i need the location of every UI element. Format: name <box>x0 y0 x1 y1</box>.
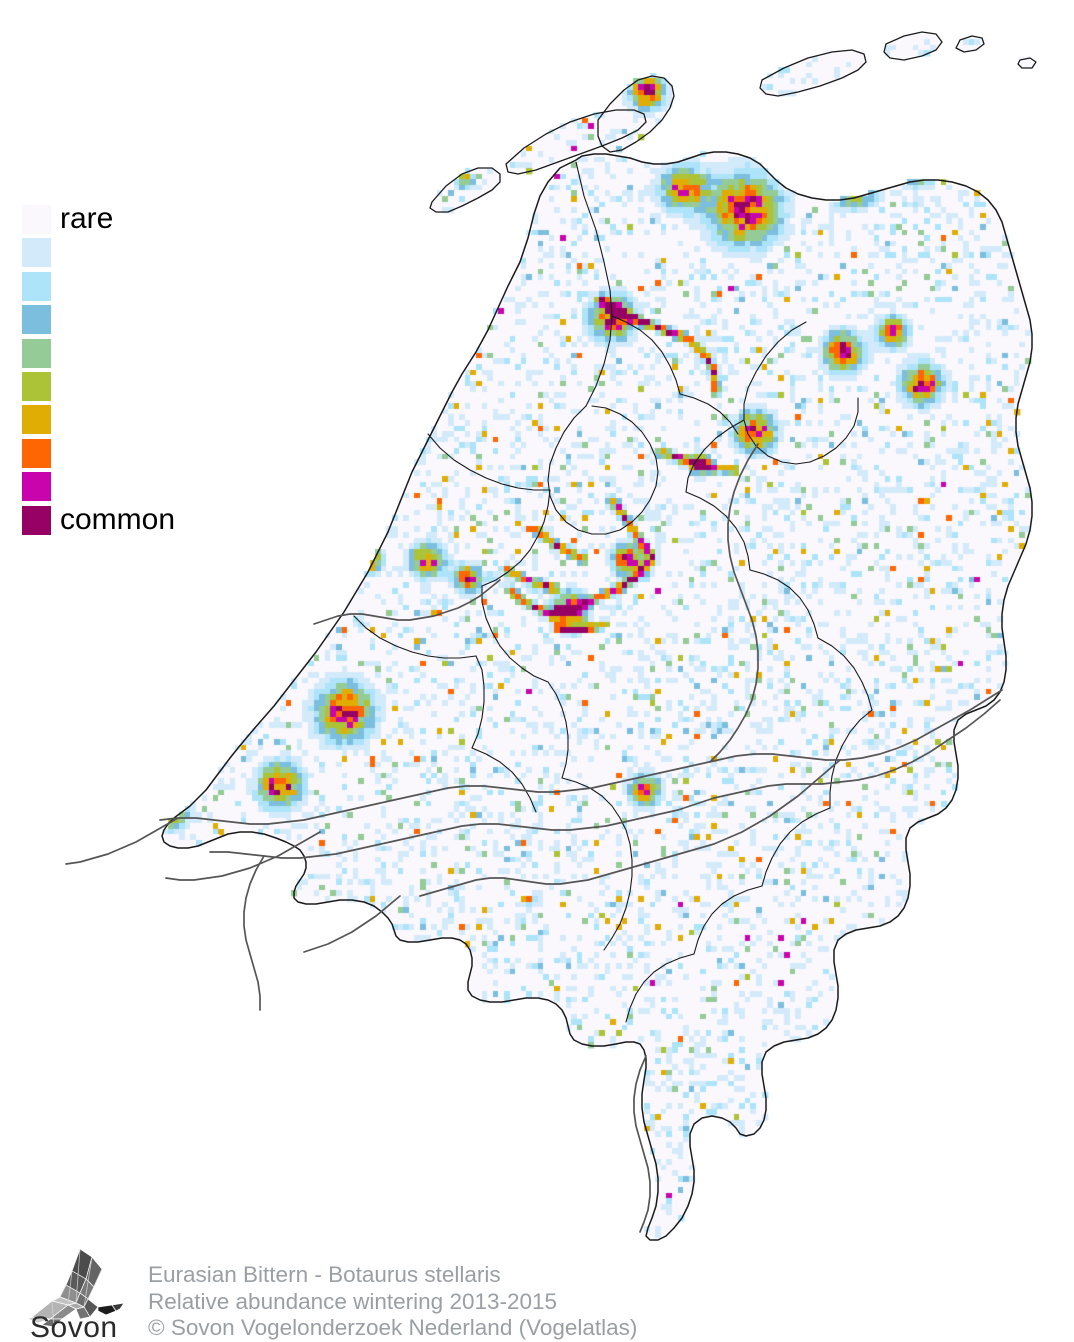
province-borders <box>353 161 873 1023</box>
legend-label-common: common <box>60 502 176 536</box>
legend-swatch-7 <box>22 438 51 468</box>
legend-swatch-3 <box>22 305 51 335</box>
abundance-grid-layer <box>0 0 1074 1245</box>
footer: Sovon Eurasian Bittern - Botaurus stella… <box>22 1243 1062 1340</box>
legend-swatch-9 <box>22 505 51 535</box>
credit-line-species: Eurasian Bittern - Botaurus stellaris <box>148 1262 501 1287</box>
land-outline <box>161 151 1033 1241</box>
legend-row <box>22 270 242 303</box>
sovon-logo: Sovon <box>28 1245 128 1340</box>
legend-swatch-0 <box>22 205 51 234</box>
legend-row: common <box>22 502 242 537</box>
legend-swatch-8 <box>22 472 51 502</box>
legend-row: rare <box>22 202 242 236</box>
credit-line-copyright: © Sovon Vogelonderzoek Nederland (Vogela… <box>148 1315 638 1340</box>
credit-line-subtitle: Relative abundance wintering 2013-2015 <box>148 1288 558 1314</box>
sovon-bird-icon: Sovon <box>28 1248 125 1340</box>
legend-swatch-6 <box>22 405 51 435</box>
legend-row <box>22 470 242 503</box>
legend-row <box>22 236 242 269</box>
river-network <box>65 443 1003 1233</box>
legend-row <box>22 403 242 436</box>
wadden-islands <box>429 31 1037 213</box>
legend-row <box>22 437 242 470</box>
credit-block: Eurasian Bittern - Botaurus stellaris Re… <box>148 1262 637 1342</box>
legend-row <box>22 337 242 370</box>
legend-label-rare: rare <box>60 202 114 235</box>
legend-swatch-2 <box>22 271 51 301</box>
legend-swatch-1 <box>22 238 51 268</box>
sovon-wordmark: Sovon <box>30 1311 118 1340</box>
map-outlines <box>65 31 1037 1241</box>
legend-row <box>22 303 242 336</box>
map-area[interactable] <box>0 0 1074 1245</box>
legend-swatch-5 <box>22 371 51 401</box>
legend-swatch-4 <box>22 338 51 368</box>
legend-row <box>22 370 242 403</box>
abundance-legend: rare common <box>22 202 242 538</box>
